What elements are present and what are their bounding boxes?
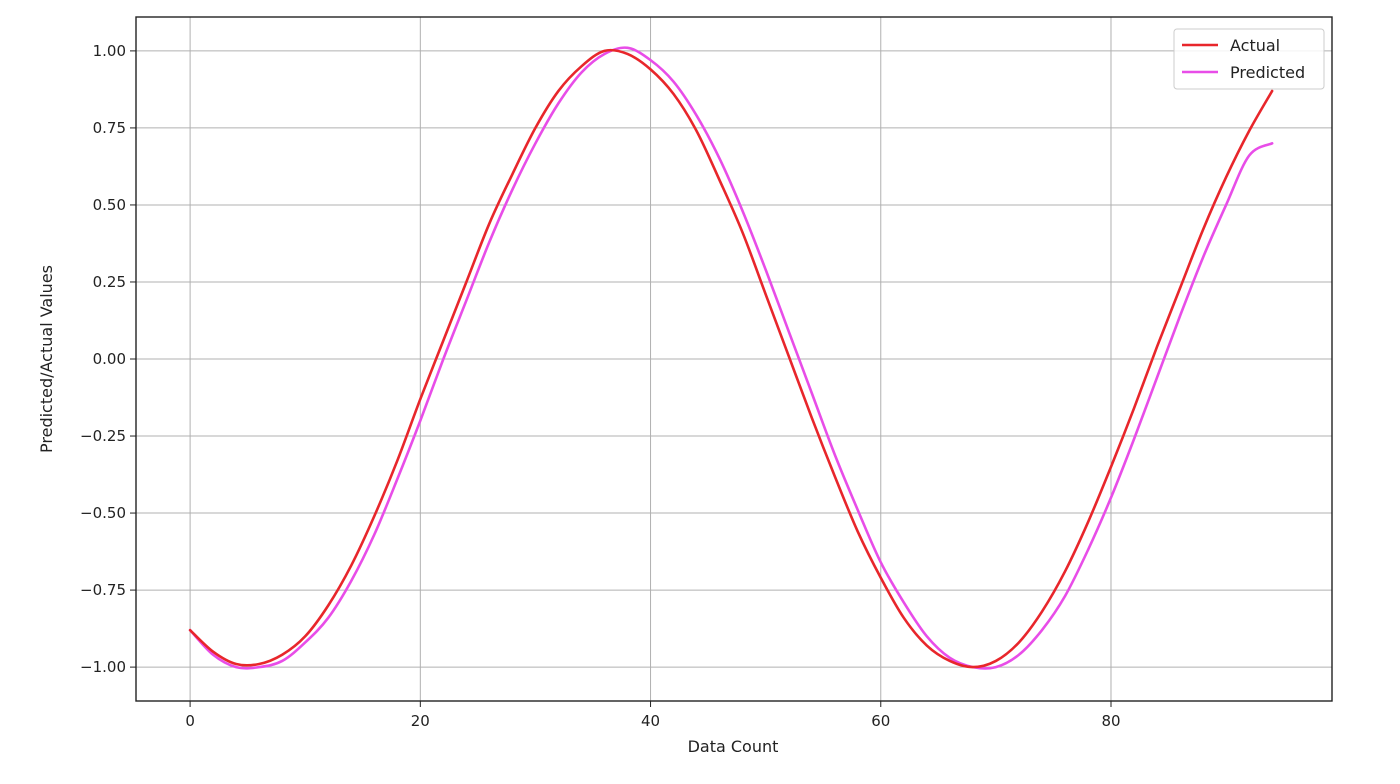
x-tick-label: 60 (871, 712, 890, 730)
x-tick-label: 40 (641, 712, 660, 730)
y-tick-label: 1.00 (93, 42, 126, 60)
x-tick-label: 20 (411, 712, 430, 730)
series-layer (188, 46, 1274, 670)
y-tick-label: −1.00 (80, 658, 126, 676)
y-tick-label: 0.75 (93, 119, 126, 137)
x-tick-label: 0 (185, 712, 195, 730)
y-tick-label: 0.50 (93, 196, 126, 214)
y-tick-label: −0.75 (80, 581, 126, 599)
y-tick-label: 0.00 (93, 350, 126, 368)
series-line-actual (188, 48, 1274, 669)
x-axis-ticks: 0 20 40 60 80 (185, 701, 1121, 730)
series-line-predicted (188, 46, 1274, 670)
y-axis-ticks: −1.00 −0.75 −0.50 −0.25 0.00 0.25 0.50 0.75 1.00 (80, 42, 136, 676)
y-axis-title: Predicted/Actual Values (37, 265, 56, 453)
grid-lines (136, 17, 1332, 701)
legend-label-predicted: Predicted (1230, 63, 1305, 82)
legend: Actual Predicted (1173, 28, 1325, 90)
x-tick-label: 80 (1101, 712, 1120, 730)
legend-label-actual: Actual (1230, 36, 1280, 55)
x-axis-title: Data Count (688, 737, 779, 756)
y-tick-label: 0.25 (93, 273, 126, 291)
y-tick-label: −0.50 (80, 504, 126, 522)
y-tick-label: −0.25 (80, 427, 126, 445)
